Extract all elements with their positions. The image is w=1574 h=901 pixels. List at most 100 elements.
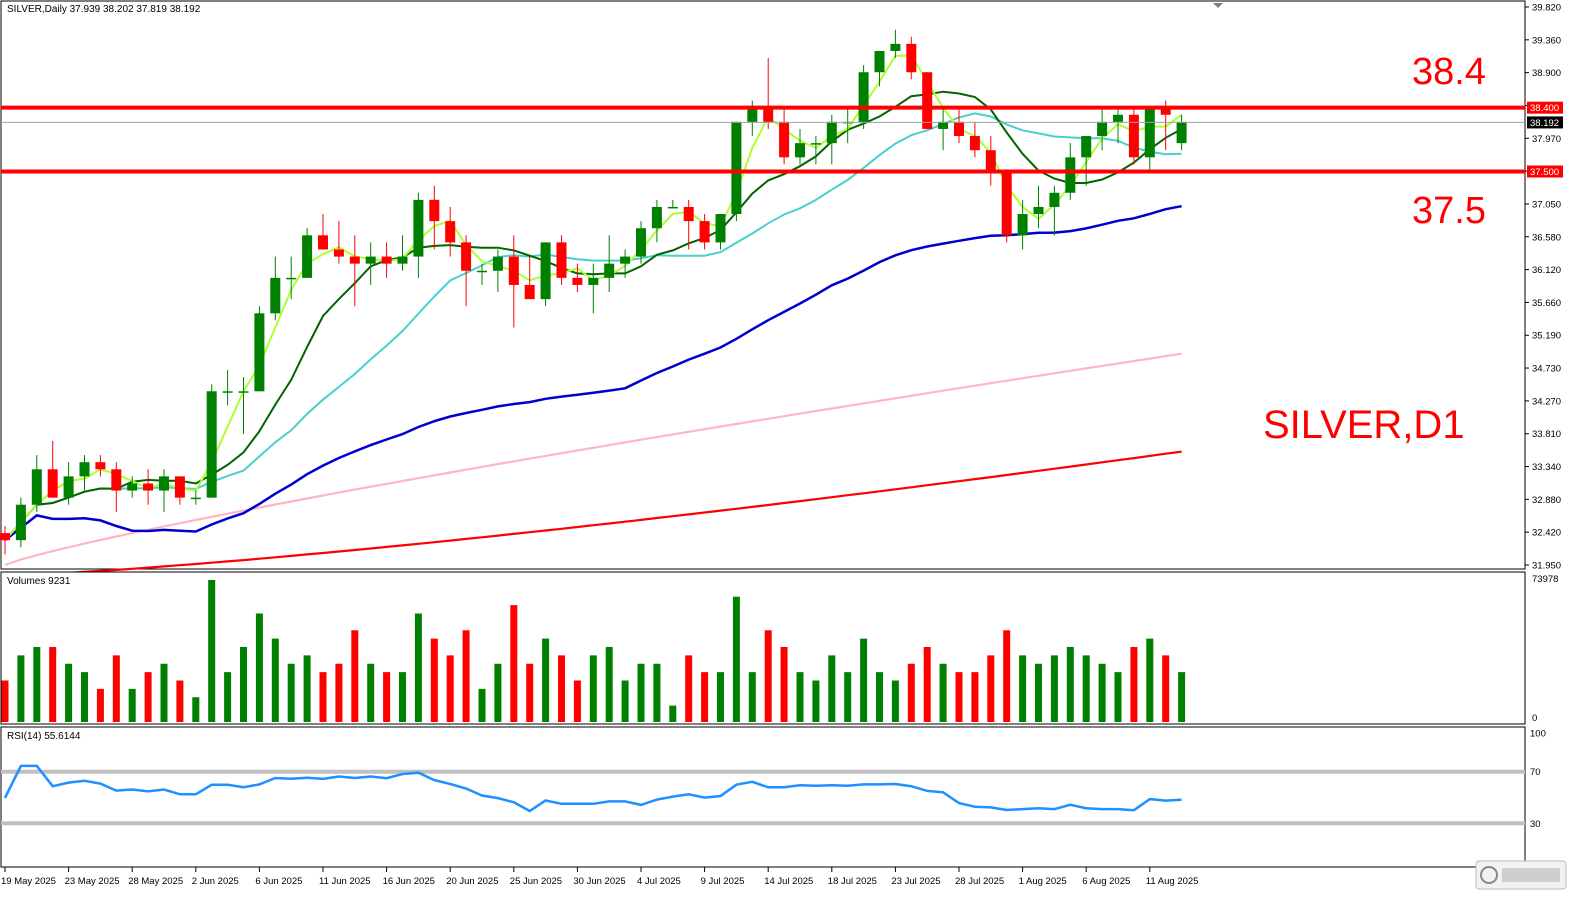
price-pane [0, 0, 1526, 570]
price-tick-label: 37.050 [1532, 199, 1561, 210]
volume-bar [192, 697, 200, 722]
candle-body [1081, 136, 1092, 158]
candle-body [1113, 114, 1123, 122]
candle-body [954, 121, 964, 137]
volume-bar [812, 680, 820, 722]
candle-body [95, 462, 106, 470]
volume-bar [1035, 663, 1042, 722]
candle-body [763, 107, 774, 122]
volume-bar [319, 672, 327, 722]
price-tick-label: 34.270 [1532, 396, 1561, 407]
volume-bar [81, 672, 88, 722]
candle-body [890, 43, 901, 51]
volume-bar [446, 655, 454, 722]
candle-body [1065, 157, 1076, 193]
volume-bar [414, 613, 422, 722]
volume-tick-label: 73978 [1532, 574, 1558, 585]
watermark-logo-icon [1475, 860, 1567, 890]
price-tick-label: 33.340 [1532, 462, 1561, 473]
candle-body [572, 277, 583, 285]
time-tick-label: 18 Jul 2025 [828, 876, 877, 887]
candle-body [858, 72, 869, 122]
candle-body [79, 462, 90, 477]
candle-body [540, 242, 551, 300]
time-tick-label: 6 Aug 2025 [1082, 876, 1130, 887]
candle-body [1128, 114, 1139, 158]
ma-cyan-line [4, 112, 1182, 541]
lower-level-label: 37.5 [1412, 190, 1486, 232]
time-axis: 19 May 2025 23 May 2025 28 May 2025 2 Jun 2… [1, 867, 1198, 887]
time-tick-label: 14 Jul 2025 [764, 876, 813, 887]
price-tick-label: 38.900 [1532, 68, 1561, 79]
price-tick-label: 31.950 [1532, 561, 1561, 572]
volume-bar [1, 680, 9, 722]
candle-body [508, 256, 519, 285]
candle-body [0, 533, 10, 541]
volume-bar [685, 655, 693, 722]
volume-bar [144, 672, 152, 722]
candle-body [143, 483, 154, 491]
volume-bar [939, 663, 947, 722]
candle-body [1017, 214, 1028, 236]
volume-bar [589, 655, 597, 722]
time-tick-label: 2 Jun 2025 [192, 876, 239, 887]
price-tag-label: 38.192 [1530, 118, 1559, 129]
time-tick-label: 30 Jun 2025 [573, 876, 625, 887]
time-tick-label: 23 May 2025 [65, 876, 120, 887]
volume-bar [1098, 663, 1106, 722]
price-tick-label: 35.190 [1532, 331, 1561, 342]
volume-pane [0, 571, 1526, 725]
price-axis: 39.82039.36038.90038.43037.97037.50037.0… [1525, 3, 1563, 572]
candle-body [1160, 107, 1171, 115]
candle-body [222, 391, 233, 393]
volume-bar [891, 680, 899, 722]
candle-body [906, 43, 917, 73]
candle-body [985, 150, 996, 172]
volume-bar [1130, 647, 1138, 722]
price-tag-bg [1527, 101, 1563, 114]
volume-bar [987, 655, 995, 722]
candle-body [826, 121, 837, 144]
volume-bar [208, 580, 216, 722]
volume-bar [65, 663, 73, 722]
candle-body [381, 256, 392, 264]
chart-shift-marker-icon[interactable] [1213, 3, 1223, 8]
symbol-line: SILVER,Daily 37.939 38.202 37.819 38.192 [7, 4, 201, 15]
candle-body [667, 206, 678, 209]
candle-body [747, 107, 758, 122]
volume-bar [796, 672, 804, 722]
candle-body [492, 256, 503, 271]
volume-bar [240, 647, 247, 722]
candle-body [731, 121, 742, 215]
candle-body [238, 391, 249, 393]
candle-body [111, 469, 122, 491]
upper-level-label: 38.4 [1412, 51, 1486, 93]
volume-bar [860, 638, 868, 722]
volume-bar [1019, 655, 1027, 722]
volume-bar [923, 647, 931, 722]
volume-bar [112, 655, 120, 722]
price-tick-label: 39.820 [1532, 3, 1561, 14]
volume-bar [335, 663, 343, 722]
candle-body [620, 256, 631, 264]
price-tick-label: 36.120 [1532, 265, 1561, 276]
time-tick-label: 16 Jun 2025 [383, 876, 435, 887]
volume-bar [558, 655, 565, 722]
candle-body [174, 476, 185, 498]
volume-bar [1114, 672, 1122, 722]
price-tick-label: 35.660 [1532, 298, 1561, 309]
candle-body [127, 483, 138, 491]
candle-body [1001, 171, 1012, 236]
candle-body [254, 313, 265, 392]
volume-bar [605, 647, 613, 722]
candle-body [795, 143, 805, 158]
volume-bar [1003, 630, 1011, 722]
rsi-tick-label: 100 [1530, 729, 1546, 740]
time-tick-label: 28 Jul 2025 [955, 876, 1004, 887]
candle-body [47, 469, 58, 498]
volume-bar [462, 630, 470, 722]
price-tag-label: 38.400 [1530, 103, 1559, 114]
volume-bar [367, 663, 375, 722]
